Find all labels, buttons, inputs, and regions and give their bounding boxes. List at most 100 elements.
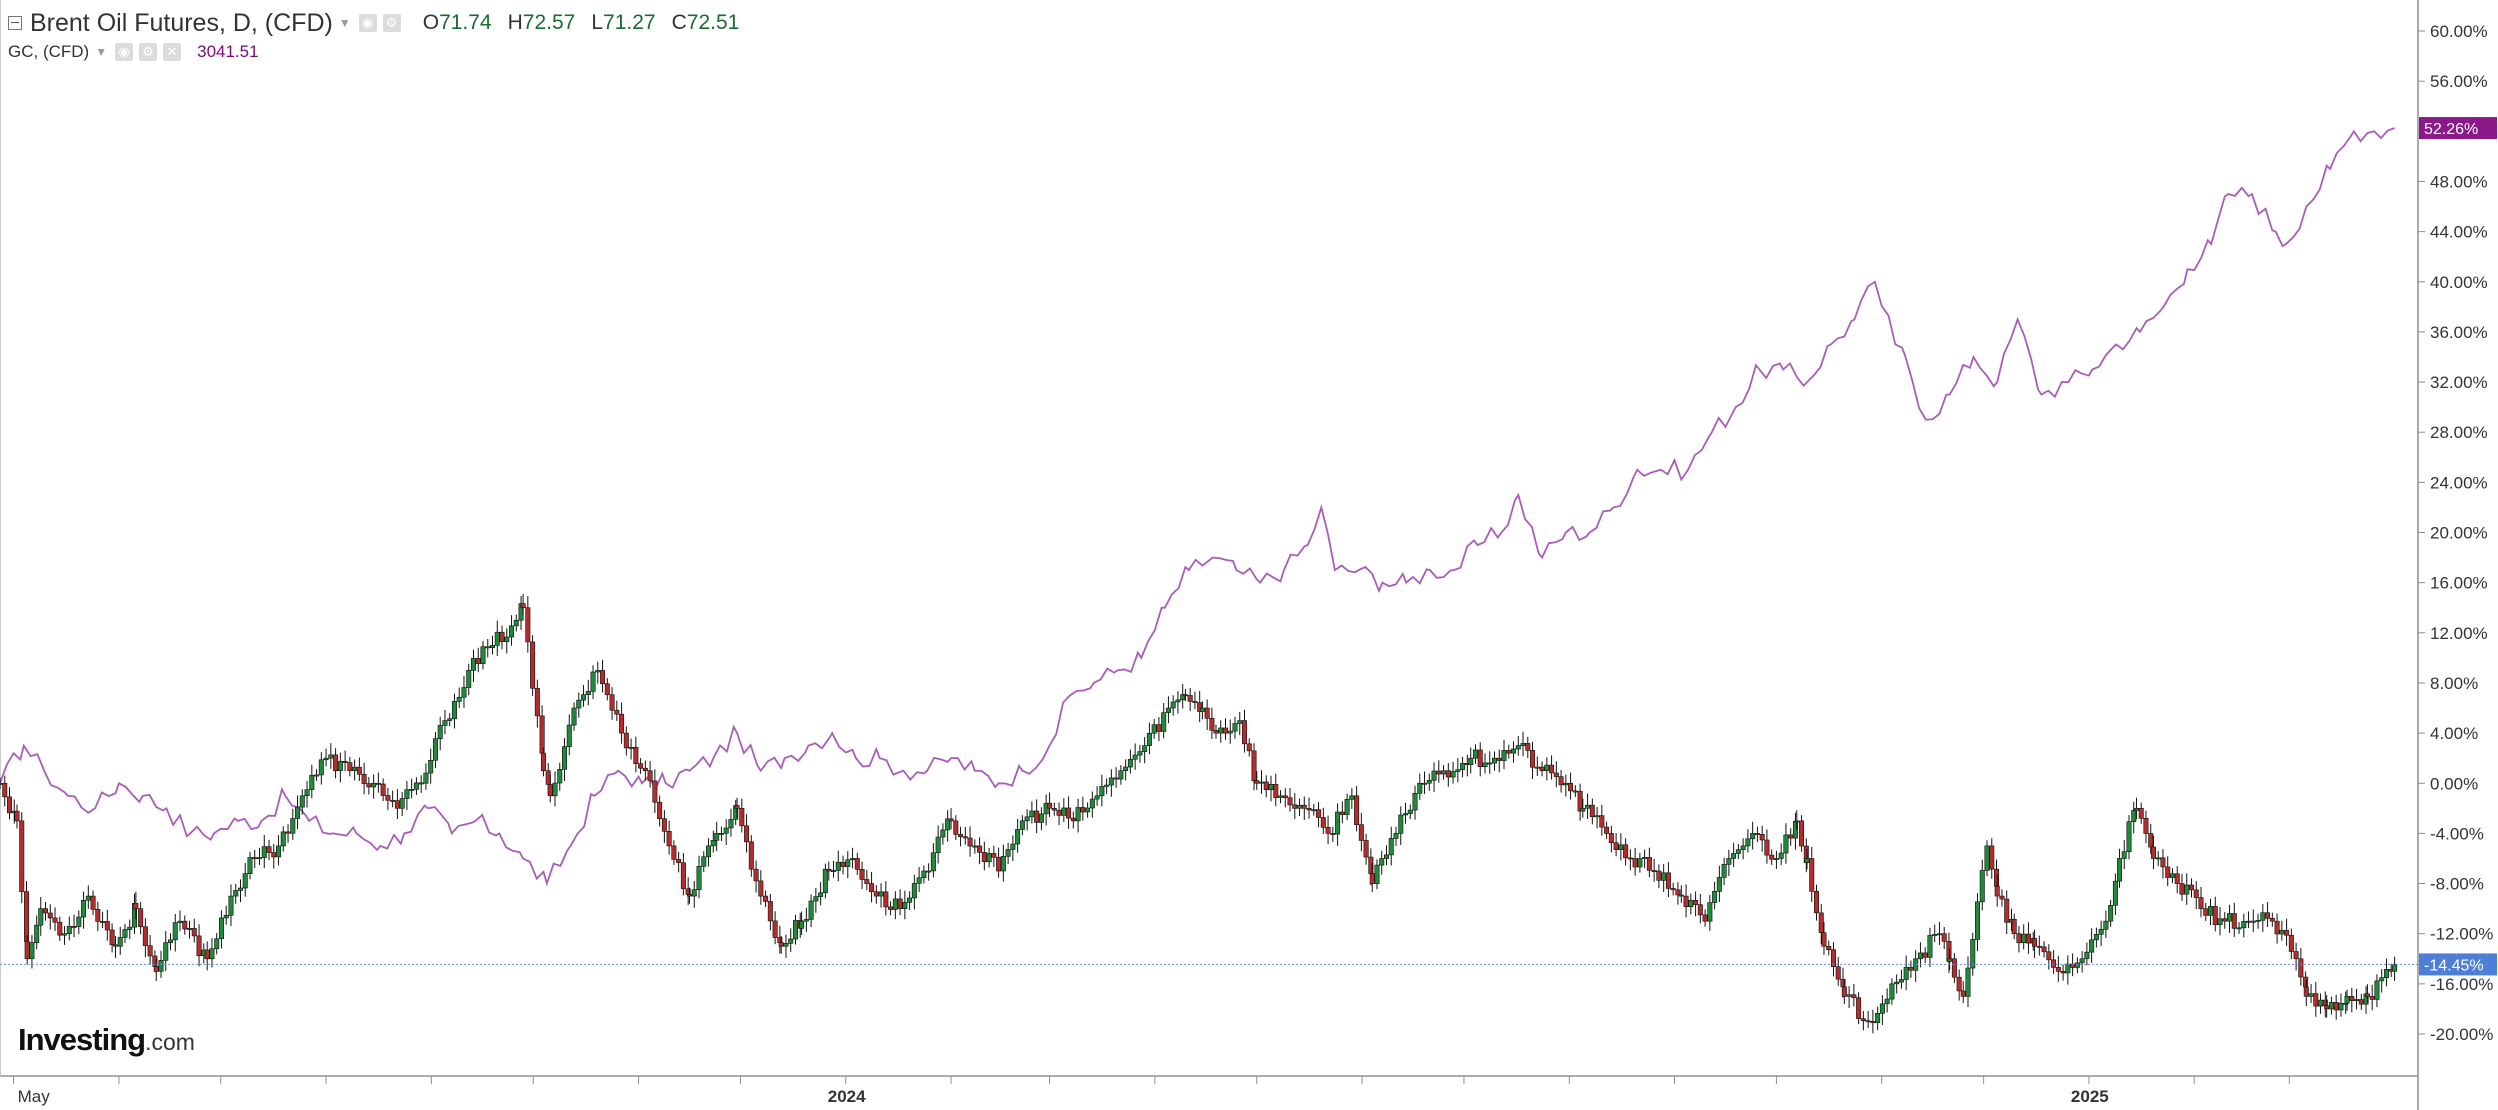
y-tick-label: 28.00% bbox=[2430, 423, 2488, 442]
candle bbox=[1369, 862, 1375, 893]
candle bbox=[1936, 922, 1942, 945]
candle bbox=[962, 826, 968, 845]
candle bbox=[566, 714, 572, 756]
candle-body bbox=[1604, 826, 1610, 834]
candle-body bbox=[739, 808, 745, 827]
candle-body bbox=[2131, 810, 2137, 823]
candle-body bbox=[1242, 720, 1248, 745]
close-icon[interactable]: ✕ bbox=[163, 43, 182, 61]
eye-icon[interactable]: ◉ bbox=[358, 14, 377, 32]
candle bbox=[2265, 902, 2271, 927]
candle bbox=[701, 851, 707, 872]
ohlc-open-value: 71.74 bbox=[439, 11, 492, 34]
candle bbox=[859, 861, 865, 890]
candle bbox=[2025, 922, 2031, 954]
candle-body bbox=[1908, 966, 1914, 971]
ohlc-high: H72.57 bbox=[508, 11, 576, 35]
candle-body bbox=[1875, 1013, 1881, 1024]
candle bbox=[1204, 699, 1210, 730]
candle-body bbox=[1568, 782, 1574, 792]
candle-body bbox=[967, 837, 973, 847]
candle bbox=[342, 750, 348, 772]
candle bbox=[1450, 761, 1456, 784]
candle bbox=[247, 851, 253, 880]
candle-body bbox=[911, 883, 917, 899]
collapse-legend-icon[interactable] bbox=[8, 16, 22, 30]
candle-body bbox=[1558, 776, 1564, 786]
candle bbox=[1951, 953, 1957, 983]
candle-body bbox=[1455, 769, 1461, 772]
candle bbox=[2046, 944, 2052, 970]
investing-logo[interactable]: Investing.com bbox=[18, 1022, 195, 1058]
candle bbox=[2112, 873, 2118, 916]
chart-legend: Brent Oil Futures, D, (CFD) ▼ ◉ ⚙ O71.74… bbox=[8, 8, 739, 66]
candle bbox=[1651, 858, 1657, 882]
candle-body bbox=[2379, 977, 2385, 982]
candle-body bbox=[461, 687, 467, 698]
candle bbox=[2231, 902, 2237, 937]
candle bbox=[1693, 891, 1699, 917]
candle bbox=[1683, 884, 1689, 918]
candle-body bbox=[1379, 858, 1385, 866]
candle-body bbox=[182, 920, 188, 930]
candle bbox=[361, 762, 367, 795]
candle bbox=[2131, 801, 2137, 834]
candle-body bbox=[2217, 918, 2223, 926]
candle bbox=[1024, 809, 1030, 831]
candle-body bbox=[466, 670, 472, 688]
candle bbox=[191, 918, 197, 943]
candle-body bbox=[62, 933, 68, 936]
candle bbox=[1311, 803, 1317, 816]
candle-body bbox=[1472, 749, 1478, 759]
candle bbox=[266, 839, 272, 861]
candle-body bbox=[1123, 766, 1129, 772]
candle bbox=[1412, 785, 1418, 820]
candle-body bbox=[1383, 854, 1389, 859]
candle bbox=[52, 907, 58, 931]
candle-body bbox=[2121, 851, 2127, 859]
candle-body bbox=[2084, 951, 2090, 960]
candle-body bbox=[337, 760, 343, 772]
gear-icon[interactable]: ⚙ bbox=[139, 43, 158, 61]
compare-series-title[interactable]: GC, (CFD) bbox=[8, 42, 90, 61]
candle bbox=[1075, 798, 1081, 833]
gear-icon[interactable]: ⚙ bbox=[382, 14, 401, 32]
candle-body bbox=[1010, 843, 1016, 850]
main-series-title[interactable]: Brent Oil Futures, D, (CFD) bbox=[30, 8, 333, 37]
candle-body bbox=[1903, 966, 1909, 980]
compare-series-legend: GC, (CFD) ▼ ◉ ⚙ ✕ 3041.51 bbox=[8, 38, 739, 66]
candle bbox=[2093, 927, 2099, 948]
candle-body bbox=[1374, 864, 1380, 884]
candle bbox=[1721, 857, 1727, 886]
candle bbox=[1814, 884, 1820, 921]
candle bbox=[1759, 825, 1765, 852]
candle-body bbox=[1393, 833, 1399, 839]
candle bbox=[347, 756, 353, 777]
candle-body bbox=[71, 926, 77, 928]
candle bbox=[323, 748, 329, 767]
candle-body bbox=[299, 795, 305, 808]
candle bbox=[1773, 850, 1779, 869]
candle bbox=[1913, 950, 1919, 982]
candle bbox=[85, 885, 91, 909]
candle-body bbox=[104, 921, 110, 931]
candle bbox=[803, 907, 809, 932]
candle-body bbox=[701, 856, 707, 867]
candle-body bbox=[1034, 810, 1040, 823]
eye-icon[interactable]: ◉ bbox=[115, 43, 134, 61]
candle bbox=[1146, 722, 1152, 755]
candle-body bbox=[2016, 933, 2022, 944]
candle-body bbox=[2222, 918, 2228, 922]
candle-body bbox=[2284, 930, 2290, 936]
candle-body bbox=[710, 840, 716, 847]
candle-body bbox=[333, 754, 339, 772]
candle-body bbox=[2188, 884, 2194, 891]
candle bbox=[233, 883, 239, 904]
candle bbox=[451, 693, 457, 729]
chevron-down-icon[interactable]: ▼ bbox=[338, 16, 351, 30]
chevron-down-icon[interactable]: ▼ bbox=[95, 45, 108, 59]
candle bbox=[2203, 902, 2209, 922]
candle bbox=[328, 743, 334, 769]
